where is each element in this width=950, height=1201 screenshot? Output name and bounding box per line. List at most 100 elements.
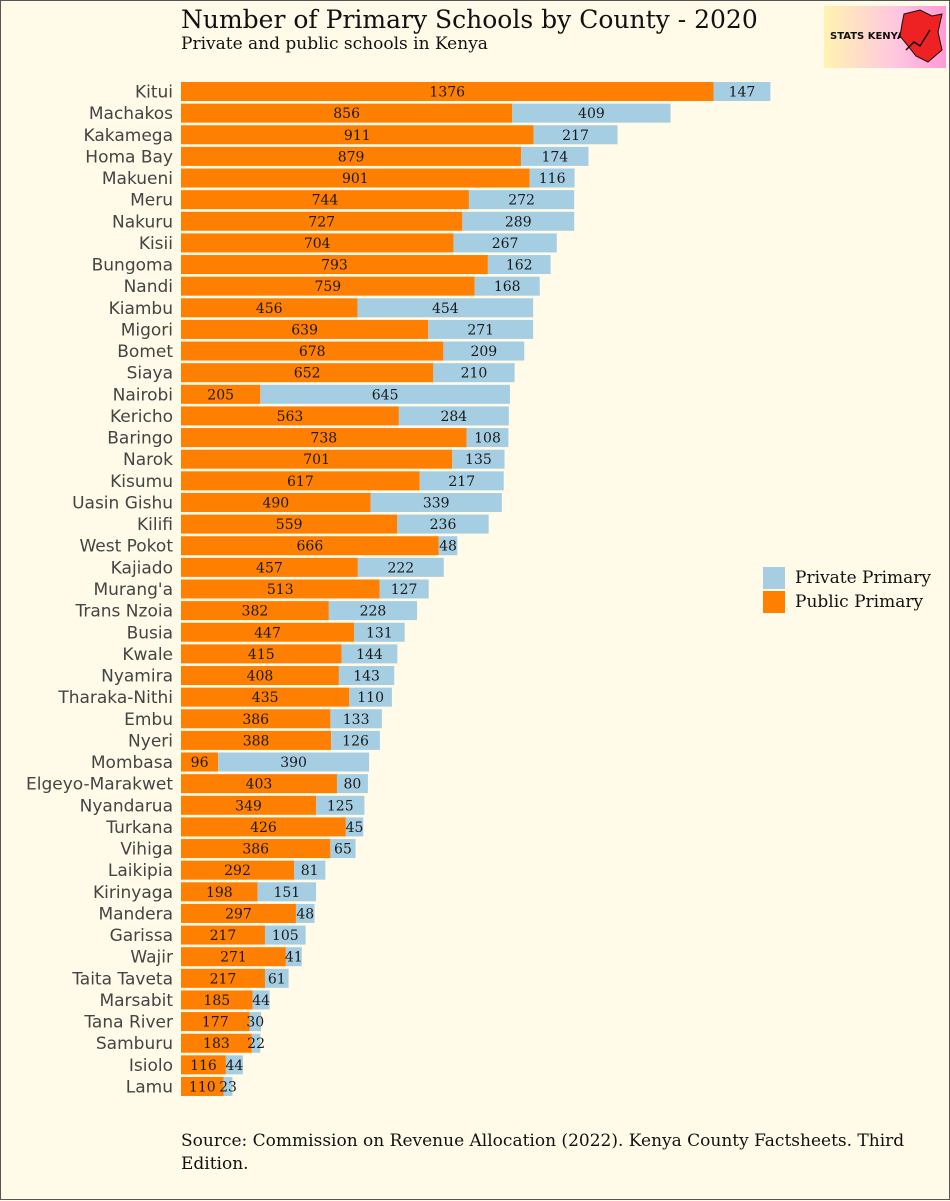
bar-public xyxy=(181,709,331,729)
data-label-public: 879 xyxy=(338,149,365,165)
bar-public xyxy=(181,903,296,923)
data-label-public: 435 xyxy=(252,690,279,706)
bar-private xyxy=(452,449,505,469)
bar-public xyxy=(181,968,265,988)
bar-private xyxy=(316,795,365,815)
data-label-public: 217 xyxy=(210,928,237,944)
category-label: Makueni xyxy=(102,169,173,189)
bar-private xyxy=(345,817,364,837)
bar-private xyxy=(379,579,429,599)
bar-public xyxy=(181,125,534,145)
category-label: Nyandarua xyxy=(80,796,173,816)
data-label-private: 48 xyxy=(296,906,314,922)
data-label-private: 284 xyxy=(440,409,467,425)
data-label-public: 271 xyxy=(220,950,247,966)
data-label-private: 116 xyxy=(539,171,566,187)
category-label: Kiambu xyxy=(109,299,173,319)
bar-private xyxy=(264,968,289,988)
bar-public xyxy=(181,211,463,231)
category-label: Murang'a xyxy=(93,580,173,600)
bar-private xyxy=(462,211,575,231)
bar-private xyxy=(225,1055,243,1075)
logo-text: STATS KENYA xyxy=(830,31,905,42)
data-label-public: 704 xyxy=(304,236,331,252)
data-label-private: 44 xyxy=(252,993,270,1009)
category-label: Kajiado xyxy=(111,558,173,578)
bar-private xyxy=(349,687,392,707)
bar-public xyxy=(181,860,295,880)
category-label: Nyamira xyxy=(101,667,173,687)
bar-private xyxy=(397,514,489,534)
category-label: Homa Bay xyxy=(85,147,173,167)
category-label: Kisii xyxy=(139,234,173,254)
bar-private xyxy=(353,622,405,642)
data-label-private: 80 xyxy=(344,777,362,793)
data-label-public: 759 xyxy=(314,279,341,295)
data-label-public: 116 xyxy=(190,1058,217,1074)
data-label-private: 339 xyxy=(423,495,450,511)
bar-public xyxy=(181,536,439,556)
data-label-private: 209 xyxy=(470,344,497,360)
category-label: Elgeyo-Marakwet xyxy=(26,775,173,795)
bar-private xyxy=(328,601,418,621)
bar-public xyxy=(181,146,522,166)
category-label: Embu xyxy=(124,710,173,730)
legend-item-private: Private Primary xyxy=(763,566,931,590)
data-label-private: 217 xyxy=(448,474,475,490)
bar-public xyxy=(181,319,429,339)
data-label-public: 205 xyxy=(207,387,234,403)
category-label: Nandi xyxy=(124,277,173,297)
bar-private xyxy=(251,1033,261,1053)
data-label-public: 490 xyxy=(262,495,289,511)
data-label-public: 198 xyxy=(206,885,233,901)
data-label-private: 217 xyxy=(562,128,589,144)
bar-public xyxy=(181,471,420,491)
bar-private xyxy=(370,492,502,512)
bar-private xyxy=(529,168,575,188)
bar-private xyxy=(252,990,270,1010)
bar-public xyxy=(181,103,513,123)
category-label: Nyeri xyxy=(128,731,173,751)
legend-label-private: Private Primary xyxy=(795,568,932,588)
data-label-private: 48 xyxy=(439,539,457,555)
bar-public xyxy=(181,925,265,945)
category-label: Turkana xyxy=(105,818,173,838)
legend-label-public: Public Primary xyxy=(795,592,924,612)
bar-private xyxy=(428,319,534,339)
bar-private xyxy=(223,1076,233,1096)
category-label: Bungoma xyxy=(92,256,173,276)
data-label-public: 217 xyxy=(210,971,237,987)
category-label: Narok xyxy=(123,450,173,470)
data-label-private: 390 xyxy=(280,755,307,771)
data-label-public: 559 xyxy=(276,517,303,533)
data-label-private: 45 xyxy=(346,820,364,836)
data-label-private: 131 xyxy=(366,625,393,641)
bar-private xyxy=(336,774,368,794)
data-label-public: 639 xyxy=(291,322,318,338)
category-label: Taita Taveta xyxy=(71,969,173,989)
bar-private xyxy=(330,839,356,859)
category-label: Samburu xyxy=(96,1034,173,1054)
category-label: Nakuru xyxy=(112,212,173,232)
data-label-public: 513 xyxy=(267,582,294,598)
bar-public xyxy=(181,298,358,318)
bar-private xyxy=(264,925,306,945)
data-label-private: 645 xyxy=(372,387,399,403)
bar-public xyxy=(181,622,354,642)
data-label-private: 23 xyxy=(219,1079,237,1095)
data-label-private: 454 xyxy=(432,301,459,317)
bar-private xyxy=(331,730,380,750)
bar-public xyxy=(181,492,371,512)
category-label: Meru xyxy=(130,191,173,211)
category-label: Machakos xyxy=(89,104,173,124)
chart-title: Number of Primary Schools by County - 20… xyxy=(181,5,758,34)
category-label: Migori xyxy=(121,320,173,340)
data-label-public: 793 xyxy=(321,258,348,274)
bar-public xyxy=(181,406,399,426)
data-label-private: 236 xyxy=(430,517,457,533)
data-label-public: 292 xyxy=(224,863,251,879)
bar-private xyxy=(294,860,326,880)
data-label-public: 911 xyxy=(344,128,371,144)
category-label: Uasin Gishu xyxy=(72,493,173,513)
